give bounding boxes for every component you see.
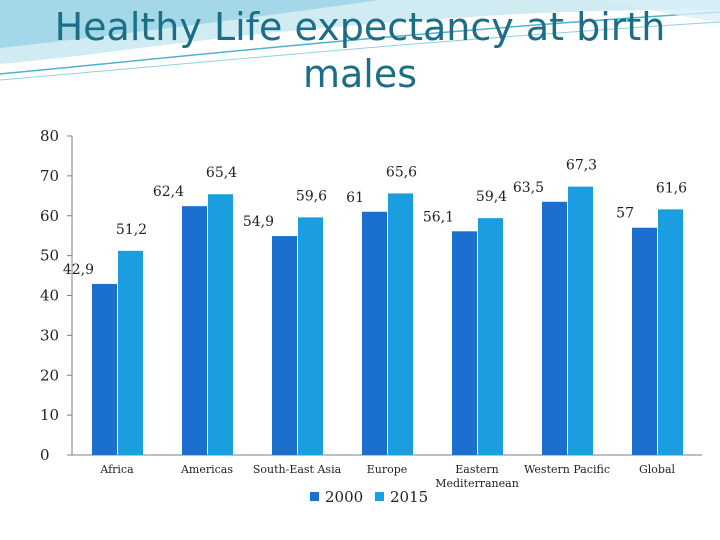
- data-label: 56,1: [423, 209, 454, 225]
- data-label: 61: [346, 190, 364, 206]
- x-tick-label: Europe: [367, 463, 408, 476]
- chart-title: Healthy Life expectancy at birth males: [40, 4, 680, 98]
- data-label: 57: [616, 206, 634, 222]
- data-label: 65,6: [386, 164, 417, 180]
- bar-2015-global: [658, 209, 683, 455]
- x-tick-label: Eastern Mediterranean: [435, 463, 519, 490]
- data-label: 62,4: [153, 184, 184, 200]
- bar-2000-global: [632, 227, 657, 455]
- data-label: 65,4: [206, 165, 237, 181]
- y-tick-label: 20: [40, 366, 59, 384]
- title-wave-decoration: [0, 0, 720, 81]
- bar-2015-europe: [388, 193, 413, 456]
- bar-2000-europe: [362, 211, 387, 455]
- title-line-2: males: [302, 52, 418, 96]
- legend: 2000 2015: [310, 488, 428, 506]
- bar-2000-western-pacific: [542, 201, 567, 455]
- bar-2015-south-east-asia: [298, 217, 323, 455]
- bar-2015-americas: [208, 194, 233, 455]
- legend-swatch-2000: [310, 492, 319, 501]
- legend-label-2015: 2015: [390, 488, 428, 506]
- data-label: 61,6: [656, 180, 687, 196]
- y-tick-label: 70: [40, 167, 59, 185]
- y-tick-label: 60: [40, 207, 59, 225]
- data-label: 59,4: [476, 189, 507, 205]
- x-tick-label: Western Pacific: [524, 463, 610, 476]
- bar-2000-americas: [182, 206, 207, 455]
- y-tick-label: 30: [40, 326, 59, 344]
- x-tick-label: Global: [639, 463, 676, 476]
- data-label: 59,6: [296, 188, 327, 204]
- data-label: 67,3: [566, 158, 597, 174]
- bar-2000-south-east-asia: [272, 236, 297, 455]
- x-axis-labels: Africa Americas South-East Asia Europe Easte…: [99, 463, 675, 490]
- y-tick-label: 50: [40, 247, 59, 265]
- data-label: 54,9: [243, 214, 274, 230]
- y-tick-label: 80: [40, 127, 59, 145]
- legend-swatch-2015: [375, 492, 384, 501]
- data-label: 63,5: [513, 180, 544, 196]
- x-tick-label: South-East Asia: [253, 463, 342, 476]
- y-tick-label: 0: [40, 446, 50, 464]
- bar-2015-eastern-mediterranean: [478, 218, 503, 455]
- y-tick-label: 10: [40, 406, 59, 424]
- data-label: 42,9: [63, 262, 94, 278]
- data-label: 51,2: [116, 222, 147, 238]
- title-line-1: Healthy Life expectancy at birth: [54, 5, 666, 49]
- bar-2015-africa: [118, 250, 143, 455]
- x-tick-label: Africa: [99, 463, 134, 476]
- bar-2000-africa: [92, 283, 117, 455]
- bars: 42,9 51,2 62,4 65,4 54,9 59,6 61 65,6 56,1 59,4 63…: [63, 158, 687, 456]
- bar-2000-eastern-mediterranean: [452, 231, 477, 455]
- legend-label-2000: 2000: [325, 488, 363, 506]
- x-tick-label: Americas: [180, 463, 233, 476]
- bar-2015-western-pacific: [568, 186, 593, 456]
- y-tick-label: 40: [40, 287, 59, 305]
